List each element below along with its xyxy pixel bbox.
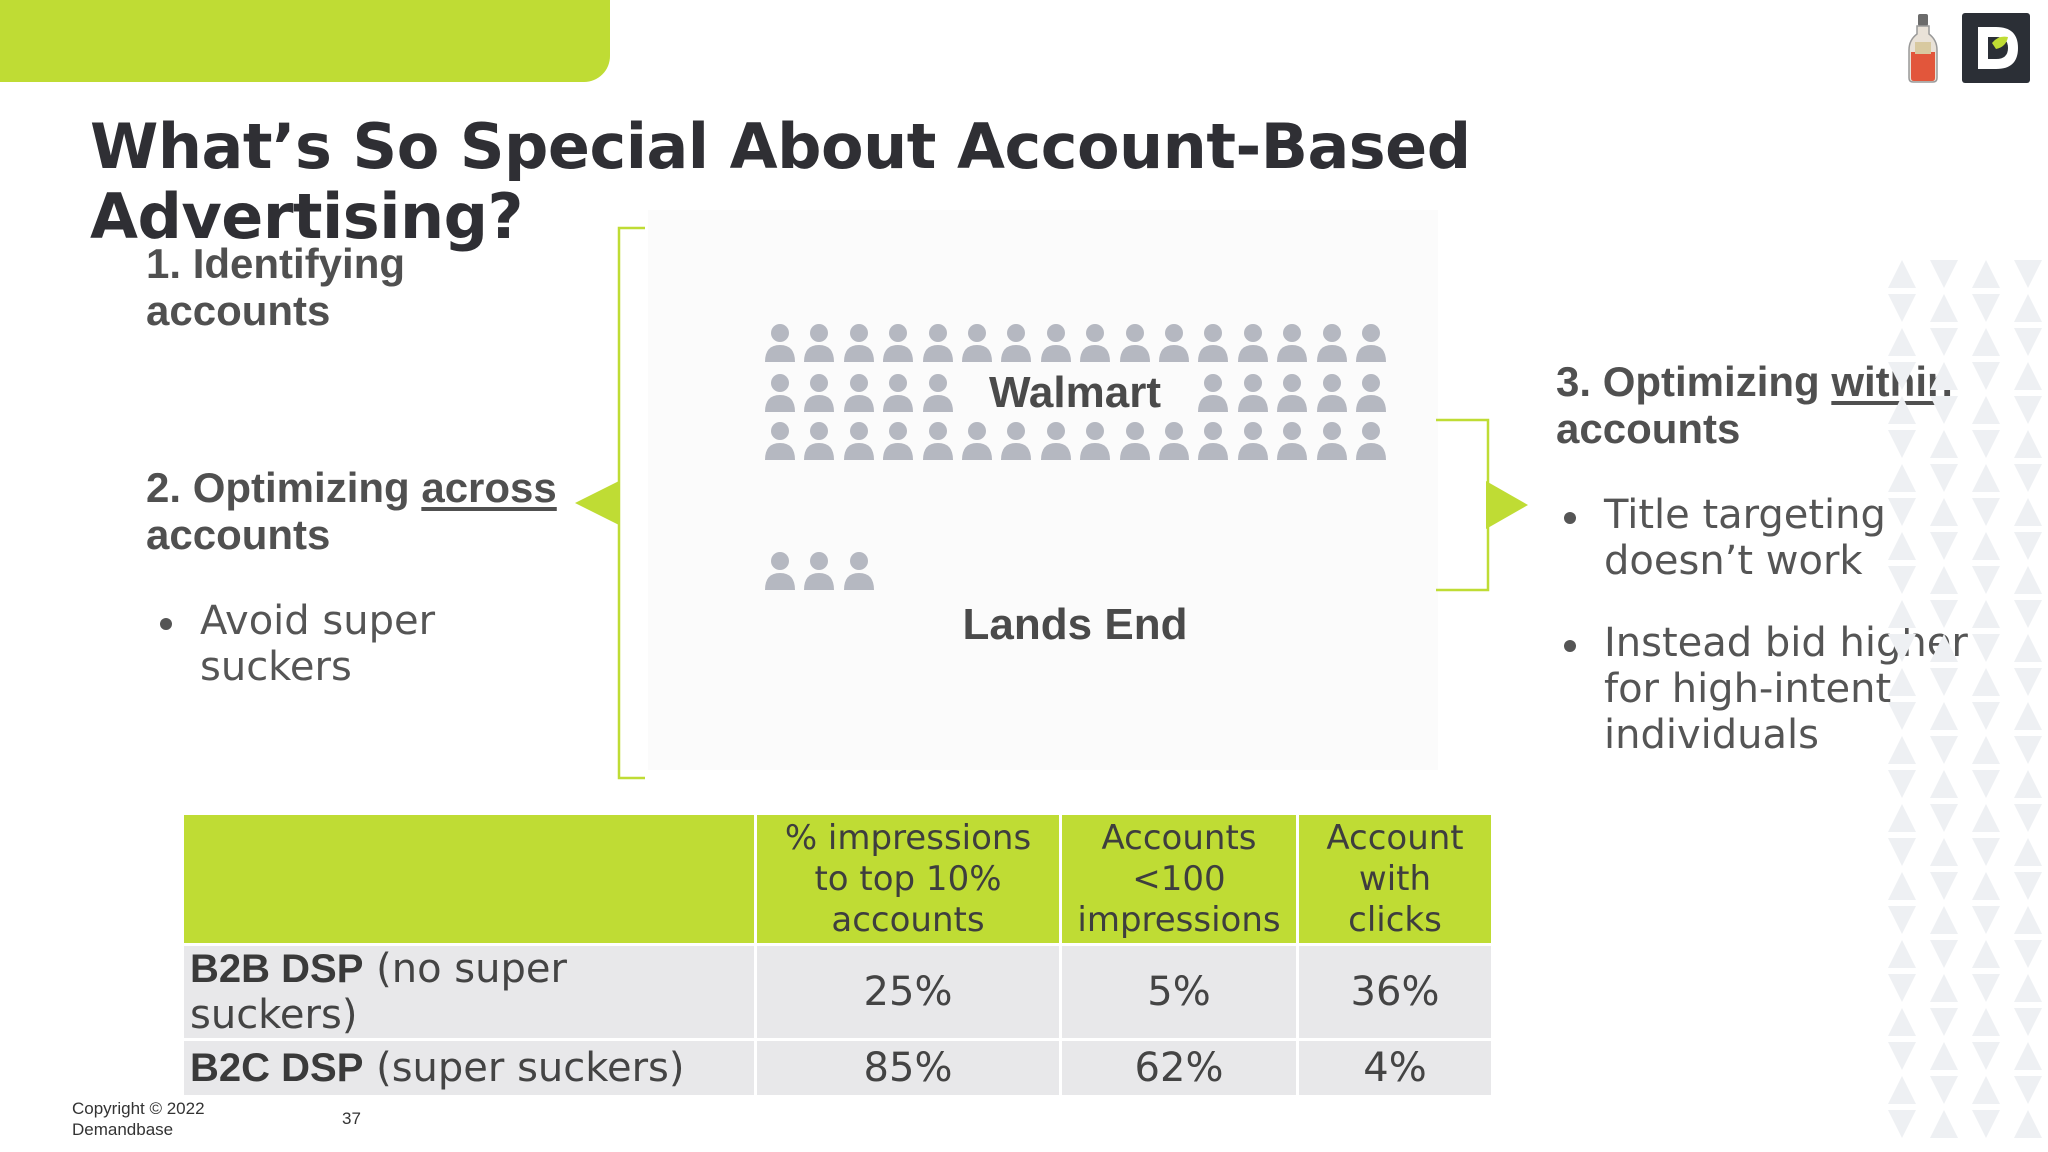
person-icon bbox=[921, 420, 955, 460]
step3-bullet: Title targeting doesn’t work bbox=[1556, 492, 1996, 584]
person-icon bbox=[960, 322, 994, 362]
page-number: 37 bbox=[342, 1109, 361, 1128]
person-icon bbox=[999, 420, 1033, 460]
step2-prefix: 2. Optimizing bbox=[146, 464, 422, 511]
person-icon bbox=[802, 550, 836, 590]
person-icon bbox=[881, 322, 915, 362]
person-icon bbox=[842, 420, 876, 460]
person-icon bbox=[1315, 420, 1349, 460]
table-row-label: B2C DSP (super suckers) bbox=[184, 1041, 754, 1095]
right-arrow-icon bbox=[1486, 481, 1528, 529]
table-cell: 36% bbox=[1299, 946, 1491, 1038]
person-icon bbox=[842, 550, 876, 590]
row-label-rest: (no super suckers) bbox=[190, 946, 567, 1038]
person-icon bbox=[1118, 420, 1152, 460]
person-icon bbox=[1275, 322, 1309, 362]
person-icon bbox=[1354, 372, 1388, 412]
row-label-bold: B2C DSP bbox=[190, 1046, 364, 1090]
step-identifying-accounts: 1. Identifying accounts bbox=[146, 240, 406, 334]
person-icon bbox=[1039, 420, 1073, 460]
person-icon bbox=[1354, 322, 1388, 362]
step3-suffix: accounts bbox=[1556, 405, 1741, 452]
left-bracket bbox=[575, 226, 645, 780]
row-label-bold: B2B DSP bbox=[190, 947, 364, 991]
person-icon bbox=[1315, 322, 1349, 362]
person-icon bbox=[1196, 420, 1230, 460]
table-cell: 85% bbox=[757, 1041, 1059, 1095]
walmart-label: Walmart bbox=[989, 368, 1161, 417]
person-icon bbox=[1236, 420, 1270, 460]
person-icon bbox=[1078, 420, 1112, 460]
person-icon bbox=[1236, 322, 1270, 362]
person-icon bbox=[763, 420, 797, 460]
copyright-text: Copyright © 2022 Demandbase bbox=[72, 1099, 205, 1139]
person-icon bbox=[1118, 322, 1152, 362]
table-cell: 4% bbox=[1299, 1041, 1491, 1095]
table-header-impressions-top: % impressions to top 10% accounts bbox=[757, 815, 1059, 943]
person-icon bbox=[999, 322, 1033, 362]
person-icon bbox=[1236, 372, 1270, 412]
comparison-table: % impressions to top 10% accounts Accoun… bbox=[181, 812, 1494, 1098]
table-header-blank bbox=[184, 815, 754, 943]
step2-underlined-word: across bbox=[421, 464, 557, 511]
person-icon bbox=[960, 420, 994, 460]
person-icon bbox=[1354, 420, 1388, 460]
person-icon bbox=[1275, 420, 1309, 460]
decorative-triangle-pattern bbox=[1888, 260, 2042, 1138]
step2-suffix: accounts bbox=[146, 511, 331, 558]
table-cell: 25% bbox=[757, 946, 1059, 1038]
accounts-illustration-panel bbox=[648, 210, 1438, 770]
person-icon bbox=[802, 322, 836, 362]
person-icon bbox=[802, 372, 836, 412]
person-icon bbox=[802, 420, 836, 460]
person-icon bbox=[881, 420, 915, 460]
person-icon bbox=[763, 322, 797, 362]
step-optimizing-within: 3. Optimizing within accounts bbox=[1556, 358, 1996, 452]
bottle-logo-icon bbox=[1908, 14, 1938, 83]
person-icon bbox=[1157, 420, 1191, 460]
person-icon bbox=[1275, 372, 1309, 412]
table-row-label: B2B DSP (no super suckers) bbox=[184, 946, 754, 1038]
table-header-accounts-with-clicks: Account with clicks bbox=[1299, 815, 1491, 943]
person-icon bbox=[1039, 322, 1073, 362]
step2-bullet-list: Avoid super suckers bbox=[152, 598, 552, 726]
table-header-accounts-under-100: Accounts <100 impressions bbox=[1062, 815, 1296, 943]
person-icon bbox=[1078, 322, 1112, 362]
step3-prefix: 3. Optimizing bbox=[1556, 358, 1832, 405]
step-optimizing-across: 2. Optimizing across accounts bbox=[146, 464, 606, 558]
person-icon bbox=[1196, 322, 1230, 362]
person-icon bbox=[1315, 372, 1349, 412]
slide-title: What’s So Special About Account-Based Ad… bbox=[90, 110, 1471, 253]
demandbase-logo-icon bbox=[1962, 13, 2030, 83]
person-icon bbox=[921, 322, 955, 362]
header-accent-tab bbox=[0, 0, 610, 82]
lands-end-label: Lands End bbox=[962, 600, 1188, 649]
table-header-row: % impressions to top 10% accounts Accoun… bbox=[184, 815, 1491, 943]
person-icon bbox=[921, 372, 955, 412]
logo-group bbox=[1906, 12, 2030, 84]
person-icon bbox=[842, 322, 876, 362]
row-label-rest: (super suckers) bbox=[363, 1045, 685, 1091]
person-icon bbox=[842, 372, 876, 412]
person-icon bbox=[1157, 322, 1191, 362]
table-cell: 5% bbox=[1062, 946, 1296, 1038]
step2-bullet: Avoid super suckers bbox=[152, 598, 552, 690]
person-icon bbox=[763, 372, 797, 412]
person-icon bbox=[1196, 372, 1230, 412]
table-cell: 62% bbox=[1062, 1041, 1296, 1095]
person-icon bbox=[763, 550, 797, 590]
person-icon bbox=[881, 372, 915, 412]
table-row: B2B DSP (no super suckers) 25% 5% 36% bbox=[184, 946, 1491, 1038]
table-row: B2C DSP (super suckers) 85% 62% 4% bbox=[184, 1041, 1491, 1095]
